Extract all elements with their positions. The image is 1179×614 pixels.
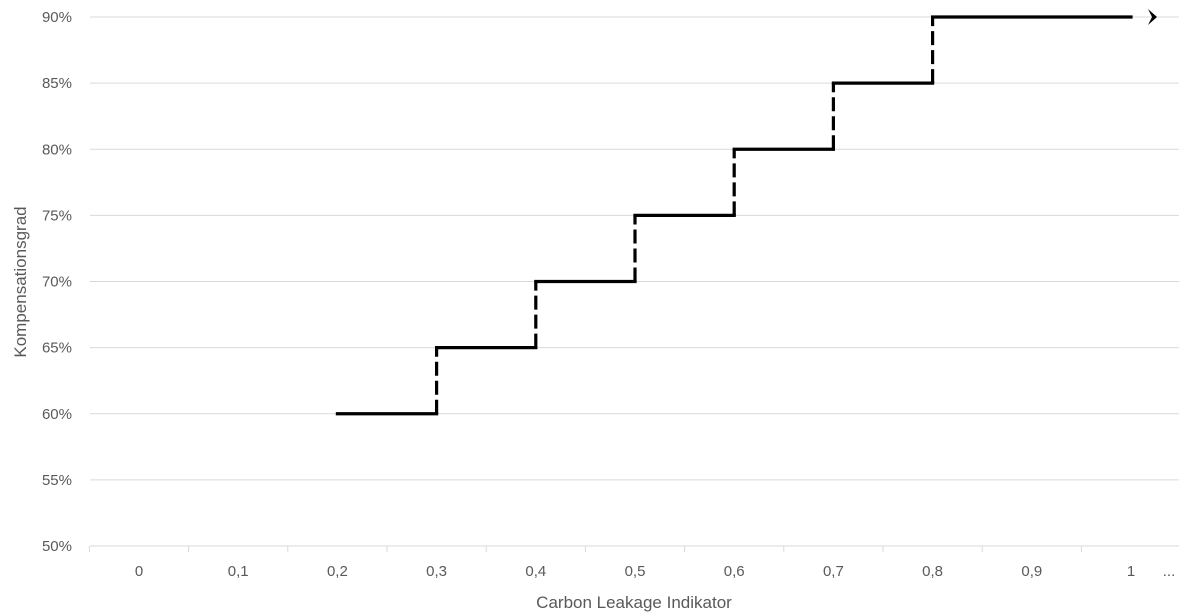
continuation-arrow-icon — [1148, 9, 1157, 25]
y-tick-label: 90% — [42, 9, 72, 26]
x-tick-label: 0,1 — [228, 563, 249, 580]
x-tick-label: 0,6 — [724, 563, 745, 580]
x-tick-label: 0,3 — [426, 563, 447, 580]
x-tick-label: 0,4 — [525, 563, 546, 580]
x-axis-title: Carbon Leakage Indikator — [536, 593, 732, 612]
y-tick-labels: 50% 55% 60% 65% 70% 75% 80% 85% 90% — [42, 9, 72, 555]
y-tick-label: 85% — [42, 75, 72, 92]
y-tick-label: 60% — [42, 406, 72, 423]
x-axis — [88, 545, 1179, 552]
y-tick-label: 65% — [42, 340, 72, 357]
x-tick-label: 0,2 — [327, 563, 348, 580]
x-tick-labels: 0 0,1 0,2 0,3 0,4 0,5 0,6 0,7 0,8 0,9 1 — [135, 563, 1135, 580]
y-tick-label: 70% — [42, 274, 72, 291]
y-tick-label: 55% — [42, 472, 72, 489]
x-tick-label: 1 — [1127, 563, 1135, 580]
y-tick-label: 75% — [42, 207, 72, 224]
gridlines — [90, 16, 1179, 481]
x-tick-label: 0,7 — [823, 563, 844, 580]
x-tick-label: 0,5 — [625, 563, 646, 580]
x-axis-ellipsis: ... — [1163, 563, 1176, 580]
y-tick-label: 80% — [42, 141, 72, 158]
step-series — [335, 9, 1157, 416]
x-tick-label: 0,8 — [922, 563, 943, 580]
y-axis-title: Kompensationsgrad — [11, 206, 30, 357]
y-tick-label: 50% — [42, 538, 72, 555]
x-tick-label: 0,9 — [1021, 563, 1042, 580]
x-tick-label: 0 — [135, 563, 143, 580]
